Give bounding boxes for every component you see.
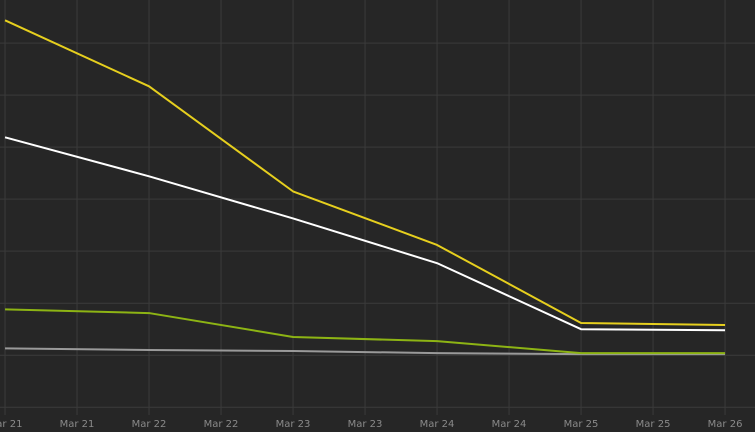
plot-area xyxy=(4,19,726,356)
x-tick-label: Mar 25 xyxy=(636,419,671,430)
grid xyxy=(0,0,755,415)
x-axis: Mar 21 Mar 21 Mar 22 Mar 22 Mar 23 Mar 23 Mar … xyxy=(0,419,742,430)
x-tick-label: Mar 22 xyxy=(204,419,239,430)
x-tick-label: Mar 26 xyxy=(708,419,743,430)
series-line xyxy=(5,347,726,356)
x-tick-label: Mar 21 xyxy=(60,419,95,430)
x-tick-label: Mar 24 xyxy=(420,419,455,430)
series-line xyxy=(4,136,726,332)
x-tick-label: Mar 25 xyxy=(564,419,599,430)
x-tick-label: Mar 23 xyxy=(348,419,383,430)
x-tick-label: Mar 23 xyxy=(276,419,311,430)
x-tick-label: Mar 21 xyxy=(0,419,22,430)
x-tick-label: Mar 24 xyxy=(492,419,527,430)
x-tick-label: Mar 22 xyxy=(132,419,167,430)
series-line xyxy=(4,19,726,327)
series-line xyxy=(5,308,726,355)
